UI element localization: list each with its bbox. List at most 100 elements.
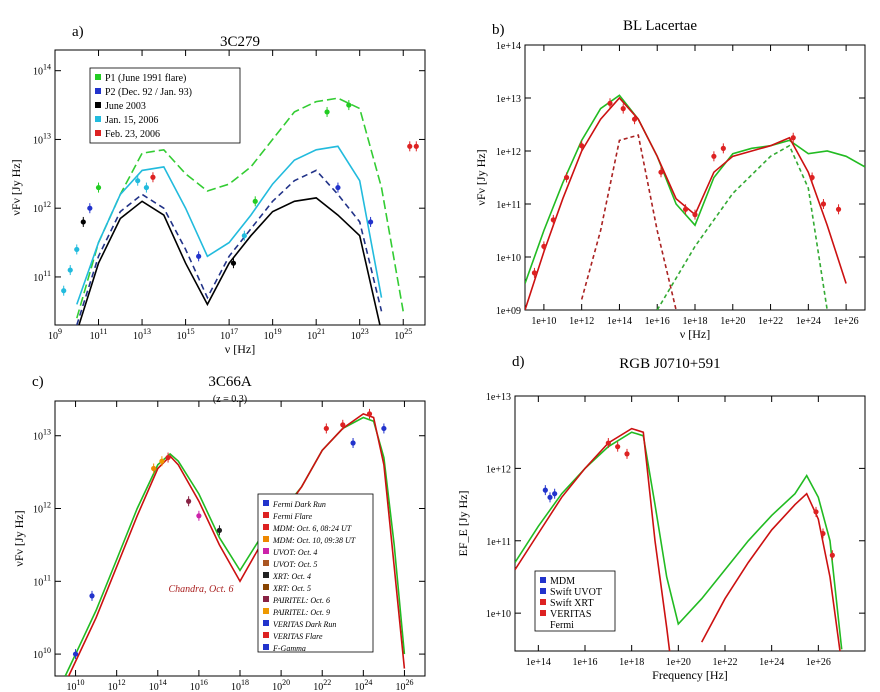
legend-box <box>89 67 241 144</box>
y-tick-label: 1011 <box>33 573 51 588</box>
data-point <box>809 174 815 181</box>
legend-label: MDM: Oct. 6, 08:24 UT <box>272 524 352 533</box>
chart-title: 3C66A <box>208 374 252 390</box>
data-point <box>615 444 621 450</box>
legend-marker <box>540 610 546 616</box>
legend-box <box>257 493 374 653</box>
legend-label: VERITAS <box>550 609 591 620</box>
legend-label: XRT: Oct. 4 <box>272 572 311 581</box>
data-point <box>95 184 102 191</box>
x-tick-label: 1010 <box>67 678 85 692</box>
x-tick-label: 1e+14 <box>607 316 632 327</box>
legend-marker <box>263 536 269 542</box>
y-tick-label: 1014 <box>33 63 51 78</box>
data-point <box>605 440 611 446</box>
x-tick-label: 1026 <box>395 678 413 692</box>
legend-label: MDM <box>550 576 575 587</box>
series-line <box>700 492 841 651</box>
data-point <box>324 109 330 115</box>
series-group <box>61 97 419 325</box>
x-tick-label: 1e+16 <box>645 316 670 327</box>
data-point <box>829 552 835 558</box>
y-tick-label: 1011 <box>33 269 51 284</box>
legend-label: Swift XRT <box>550 598 594 609</box>
data-point <box>72 651 79 657</box>
data-point <box>658 169 664 175</box>
y-tick-label: 1e+13 <box>486 392 511 403</box>
legend-marker <box>263 620 269 626</box>
legend-label: Fermi Flare <box>272 512 312 521</box>
legend-label: Fermi <box>550 620 574 631</box>
data-point <box>135 178 141 184</box>
data-point <box>196 253 202 259</box>
legend-marker <box>540 588 546 594</box>
x-tick-label: 1020 <box>272 678 290 692</box>
legend-marker <box>95 130 101 136</box>
y-tick-label: 1e+10 <box>496 253 521 264</box>
data-point <box>323 425 329 432</box>
chart-title: RGB J0710+591 <box>619 356 721 372</box>
legend-label: VERITAS Dark Run <box>273 620 336 629</box>
data-point <box>151 465 157 472</box>
legend-marker <box>263 644 269 650</box>
data-point <box>252 198 258 204</box>
x-tick-label: 1017 <box>220 327 238 342</box>
legend-marker <box>263 524 269 530</box>
data-point <box>367 219 374 225</box>
data-point <box>579 143 585 149</box>
data-point <box>820 530 826 537</box>
legend-marker <box>540 577 546 583</box>
legend-marker <box>263 572 269 578</box>
y-tick-label: 1e+11 <box>486 537 511 548</box>
data-point <box>407 143 413 149</box>
legend-label: UVOT: Oct. 5 <box>273 560 317 569</box>
series-line <box>76 145 383 305</box>
data-point <box>143 184 150 191</box>
data-point <box>820 201 827 207</box>
series-line <box>76 169 383 325</box>
panel-label: a) <box>72 24 84 40</box>
chart-d-svg: 1e+14 1e+16 1e+18 1e+20 1e+22 1e+24 1e+26 1e+10… <box>456 392 866 682</box>
y-tick-label: 1e+13 <box>496 94 521 105</box>
y-tick-label: 1012 <box>33 200 51 215</box>
data-point <box>682 206 689 212</box>
series-group <box>64 408 406 676</box>
legend-marker <box>263 596 269 602</box>
y-tick-label: 1e+14 <box>496 41 521 52</box>
data-point <box>711 153 717 159</box>
x-tick-label: 1e+24 <box>796 316 821 327</box>
data-point <box>165 454 171 461</box>
legend-label: P1 (June 1991 flare) <box>105 73 186 84</box>
data-point <box>159 458 165 464</box>
data-point <box>61 288 67 294</box>
x-tick-label: 1018 <box>231 678 249 692</box>
x-tick-label: 1015 <box>177 327 195 342</box>
data-point <box>196 513 202 519</box>
legend-label: June 2003 <box>105 101 146 112</box>
x-tick-label: 1e+18 <box>682 316 707 327</box>
data-point <box>531 270 538 276</box>
data-point <box>346 102 352 108</box>
data-point <box>366 411 373 417</box>
series-line <box>515 427 671 651</box>
y-tick-label: 1e+12 <box>496 147 521 158</box>
x-tick-label: 1e+22 <box>758 316 783 327</box>
y-tick-label: 1012 <box>33 501 51 516</box>
chart-c-svg: 1010 1012 1014 1016 1018 1020 1022 1024 1026 1010… <box>12 400 426 692</box>
legend-marker <box>263 584 269 590</box>
data-point <box>241 233 247 239</box>
x-axis-label: Frequency [Hz] <box>652 668 728 682</box>
x-tick-label: 1011 <box>90 327 108 342</box>
data-point <box>340 422 346 428</box>
data-point <box>67 267 73 273</box>
legend-marker <box>263 512 269 518</box>
legend-label: UVOT: Oct. 4 <box>273 548 317 557</box>
legend-label: VERITAS Flare <box>273 632 323 641</box>
x-tick-label: 1021 <box>307 327 325 342</box>
x-tick-label: 1024 <box>354 678 372 692</box>
data-point <box>89 593 95 599</box>
data-point <box>607 100 613 106</box>
data-point <box>87 205 93 211</box>
x-axis-label: ν [Hz] <box>225 342 255 356</box>
data-point <box>835 206 842 212</box>
